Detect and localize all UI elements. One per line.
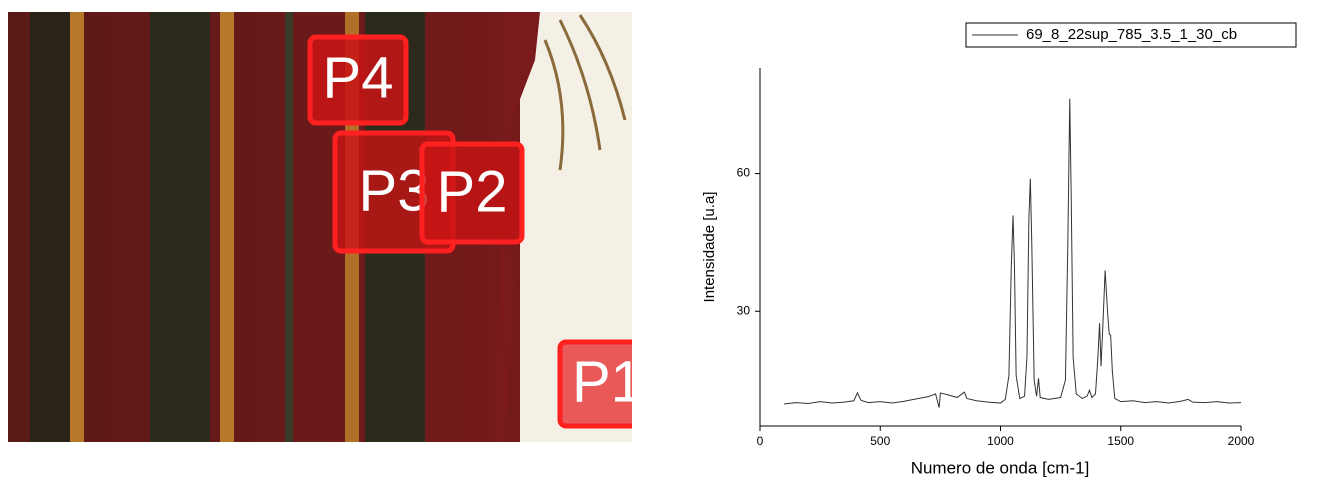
y-axis-title: Intensidade [u.a] xyxy=(701,192,718,303)
photo: P4 P3 P2 P1 xyxy=(8,12,643,442)
x-tick-label: 0 xyxy=(757,434,764,448)
x-tick-label: 500 xyxy=(870,434,890,448)
x-tick-label: 1000 xyxy=(987,434,1014,448)
label-text: P2 xyxy=(437,159,508,224)
point-label: P4 xyxy=(307,34,409,126)
legend-box xyxy=(965,22,1297,48)
y-tick-label: 60 xyxy=(737,166,751,180)
point-label: P1 xyxy=(557,339,643,429)
point-label: P2 xyxy=(419,141,525,245)
label-text: P4 xyxy=(323,45,394,110)
x-tick-label: 2000 xyxy=(1228,434,1255,448)
legend-label: 69_8_22sup_785_3.5_1_30_cb xyxy=(1026,26,1237,43)
x-axis-title: Numero de onda [cm-1] xyxy=(911,458,1090,477)
label-text: P1 xyxy=(572,349,643,414)
series-line xyxy=(783,98,1242,408)
label-text: P3 xyxy=(359,158,430,223)
y-tick-label: 30 xyxy=(737,303,751,317)
x-tick-label: 1500 xyxy=(1107,434,1134,448)
chart: Intensidade [u.a] Numero de onda [cm-1] … xyxy=(701,22,1297,477)
